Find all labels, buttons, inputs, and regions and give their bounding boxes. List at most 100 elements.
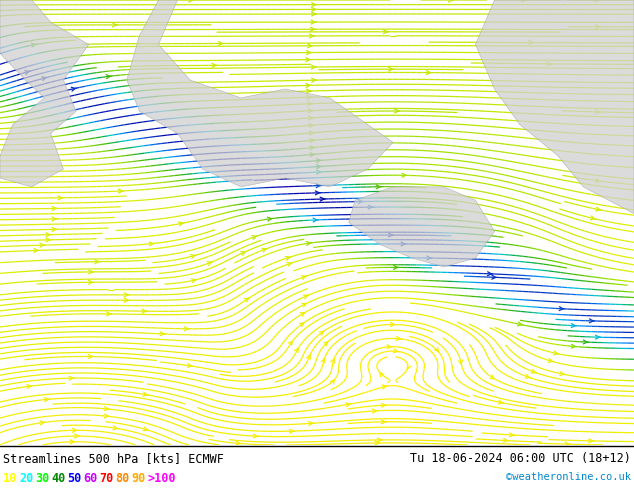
FancyArrowPatch shape: [434, 347, 439, 352]
FancyArrowPatch shape: [529, 41, 534, 45]
FancyArrowPatch shape: [310, 146, 315, 150]
FancyArrowPatch shape: [309, 34, 314, 38]
FancyArrowPatch shape: [31, 43, 37, 47]
FancyArrowPatch shape: [189, 0, 194, 2]
FancyArrowPatch shape: [143, 392, 148, 396]
Text: 80: 80: [115, 472, 129, 485]
FancyArrowPatch shape: [58, 196, 63, 200]
FancyArrowPatch shape: [290, 429, 295, 433]
Polygon shape: [127, 0, 393, 187]
FancyArrowPatch shape: [571, 344, 576, 348]
FancyArrowPatch shape: [396, 337, 401, 341]
FancyArrowPatch shape: [319, 331, 323, 335]
FancyArrowPatch shape: [372, 409, 378, 413]
FancyArrowPatch shape: [309, 139, 315, 143]
FancyArrowPatch shape: [252, 236, 257, 239]
FancyArrowPatch shape: [394, 266, 399, 270]
FancyArrowPatch shape: [547, 62, 552, 66]
Text: Streamlines 500 hPa [kts] ECMWF: Streamlines 500 hPa [kts] ECMWF: [3, 452, 224, 465]
FancyArrowPatch shape: [381, 420, 386, 424]
FancyArrowPatch shape: [588, 439, 593, 443]
FancyArrowPatch shape: [330, 380, 334, 384]
FancyArrowPatch shape: [391, 322, 396, 326]
FancyArrowPatch shape: [458, 360, 462, 364]
FancyArrowPatch shape: [389, 67, 394, 71]
FancyArrowPatch shape: [69, 376, 74, 380]
FancyArrowPatch shape: [375, 441, 380, 445]
FancyArrowPatch shape: [522, 0, 527, 2]
FancyArrowPatch shape: [262, 248, 268, 252]
FancyArrowPatch shape: [310, 153, 315, 157]
FancyArrowPatch shape: [312, 7, 317, 11]
FancyArrowPatch shape: [315, 191, 320, 195]
FancyArrowPatch shape: [75, 434, 80, 438]
FancyArrowPatch shape: [88, 355, 93, 358]
FancyArrowPatch shape: [52, 217, 57, 221]
FancyArrowPatch shape: [531, 369, 537, 373]
FancyArrowPatch shape: [408, 365, 411, 369]
Text: 60: 60: [83, 472, 97, 485]
FancyArrowPatch shape: [381, 403, 386, 407]
FancyArrowPatch shape: [307, 50, 312, 54]
FancyArrowPatch shape: [219, 42, 224, 46]
FancyArrowPatch shape: [316, 159, 321, 163]
FancyArrowPatch shape: [331, 359, 334, 363]
FancyArrowPatch shape: [309, 421, 314, 425]
FancyArrowPatch shape: [595, 25, 600, 29]
FancyArrowPatch shape: [548, 359, 553, 362]
FancyArrowPatch shape: [106, 74, 112, 78]
FancyArrowPatch shape: [254, 434, 259, 438]
FancyArrowPatch shape: [498, 400, 504, 404]
FancyArrowPatch shape: [380, 372, 384, 377]
FancyArrowPatch shape: [492, 275, 497, 279]
FancyArrowPatch shape: [595, 0, 600, 2]
FancyArrowPatch shape: [89, 280, 94, 284]
FancyArrowPatch shape: [52, 207, 57, 210]
FancyArrowPatch shape: [595, 178, 600, 182]
FancyArrowPatch shape: [34, 248, 39, 252]
FancyArrowPatch shape: [212, 63, 217, 67]
FancyArrowPatch shape: [316, 184, 321, 188]
FancyArrowPatch shape: [565, 442, 570, 446]
FancyArrowPatch shape: [306, 89, 311, 93]
Text: 30: 30: [35, 472, 49, 485]
FancyArrowPatch shape: [311, 20, 316, 24]
FancyArrowPatch shape: [394, 349, 399, 353]
FancyArrowPatch shape: [160, 332, 165, 336]
Text: 90: 90: [131, 472, 145, 485]
FancyArrowPatch shape: [46, 238, 51, 242]
FancyArrowPatch shape: [595, 335, 600, 339]
FancyArrowPatch shape: [510, 433, 515, 437]
FancyArrowPatch shape: [288, 341, 292, 345]
FancyArrowPatch shape: [143, 427, 149, 431]
FancyArrowPatch shape: [427, 256, 432, 260]
FancyArrowPatch shape: [389, 233, 394, 237]
FancyArrowPatch shape: [44, 398, 49, 401]
FancyArrowPatch shape: [241, 251, 247, 255]
Text: 50: 50: [67, 472, 81, 485]
FancyArrowPatch shape: [307, 96, 312, 99]
Text: 20: 20: [19, 472, 33, 485]
Text: Tu 18-06-2024 06:00 UTC (18+12): Tu 18-06-2024 06:00 UTC (18+12): [410, 452, 631, 465]
FancyArrowPatch shape: [316, 165, 321, 169]
FancyArrowPatch shape: [27, 385, 32, 389]
FancyArrowPatch shape: [320, 197, 325, 201]
FancyArrowPatch shape: [313, 218, 318, 222]
Polygon shape: [349, 187, 495, 267]
Text: ©weatheronline.co.uk: ©weatheronline.co.uk: [506, 472, 631, 482]
FancyArrowPatch shape: [89, 270, 94, 274]
FancyArrowPatch shape: [368, 205, 373, 209]
FancyArrowPatch shape: [124, 293, 129, 297]
FancyArrowPatch shape: [571, 323, 576, 327]
FancyArrowPatch shape: [488, 272, 493, 276]
FancyArrowPatch shape: [304, 295, 309, 299]
FancyArrowPatch shape: [104, 407, 110, 411]
FancyArrowPatch shape: [583, 340, 588, 344]
FancyArrowPatch shape: [72, 428, 77, 432]
FancyArrowPatch shape: [104, 414, 110, 418]
FancyArrowPatch shape: [184, 327, 190, 331]
FancyArrowPatch shape: [306, 83, 311, 87]
FancyArrowPatch shape: [311, 12, 316, 16]
FancyArrowPatch shape: [301, 313, 305, 316]
FancyArrowPatch shape: [559, 307, 564, 311]
